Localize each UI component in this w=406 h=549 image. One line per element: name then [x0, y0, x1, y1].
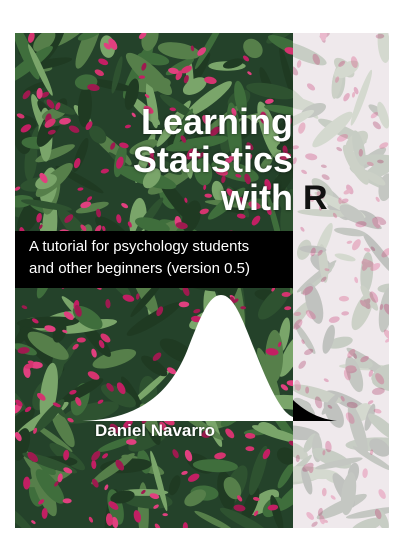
normal-curve-tail — [293, 400, 337, 421]
subtitle-band: A tutorial for psychology students and o… — [15, 231, 293, 288]
author-name: Daniel Navarro — [95, 421, 215, 440]
subtitle-line-2: and other beginners (version 0.5) — [29, 260, 250, 277]
faded-photo-panel — [293, 33, 389, 528]
normal-curve-shape — [15, 295, 293, 421]
book-cover: Learning Statistics with R A tutorial fo… — [15, 33, 389, 528]
subtitle: A tutorial for psychology students and o… — [29, 236, 291, 280]
title-with: with — [221, 177, 293, 218]
subtitle-line-1: A tutorial for psychology students — [29, 238, 250, 255]
cover-artwork — [15, 33, 389, 528]
title-learning: Learning — [140, 101, 293, 142]
title-statistics: Statistics — [132, 139, 293, 180]
foliage-photo — [15, 33, 293, 528]
title-r: R — [303, 179, 328, 217]
